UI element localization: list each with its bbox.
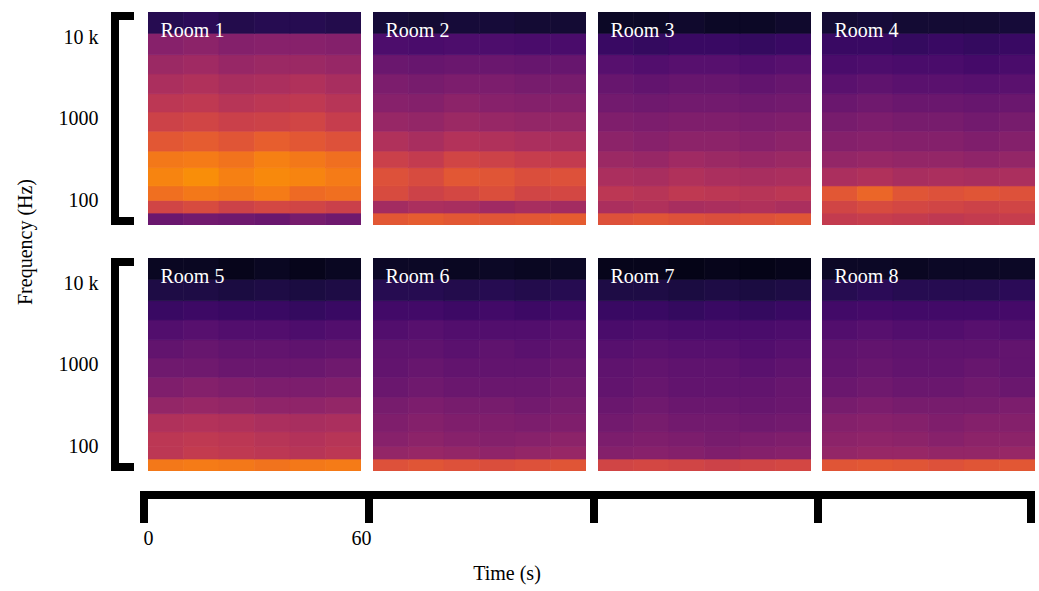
svg-text:1000: 1000	[59, 353, 99, 375]
svg-text:0: 0	[144, 527, 154, 549]
svg-text:Room 7: Room 7	[611, 265, 675, 287]
svg-text:Room 3: Room 3	[611, 19, 675, 41]
svg-text:Room 6: Room 6	[386, 265, 450, 287]
html-text:Frequency (Hz): Frequency (Hz)	[13, 178, 36, 305]
svg-text:100: 100	[69, 189, 99, 211]
svg-text:1000: 1000	[59, 107, 99, 129]
svg-text:60: 60	[352, 527, 372, 549]
svg-text:Room 8: Room 8	[835, 265, 899, 287]
svg-text:Room 5: Room 5	[161, 265, 225, 287]
svg-text:10 k: 10 k	[64, 272, 99, 294]
svg-text:Room 1: Room 1	[161, 19, 225, 41]
svg-text:10 k: 10 k	[64, 26, 99, 48]
svg-text:Room 2: Room 2	[386, 19, 450, 41]
html-text:Time (s): Time (s)	[473, 562, 541, 584]
svg-text:Room 4: Room 4	[835, 19, 899, 41]
svg-text:100: 100	[69, 435, 99, 457]
